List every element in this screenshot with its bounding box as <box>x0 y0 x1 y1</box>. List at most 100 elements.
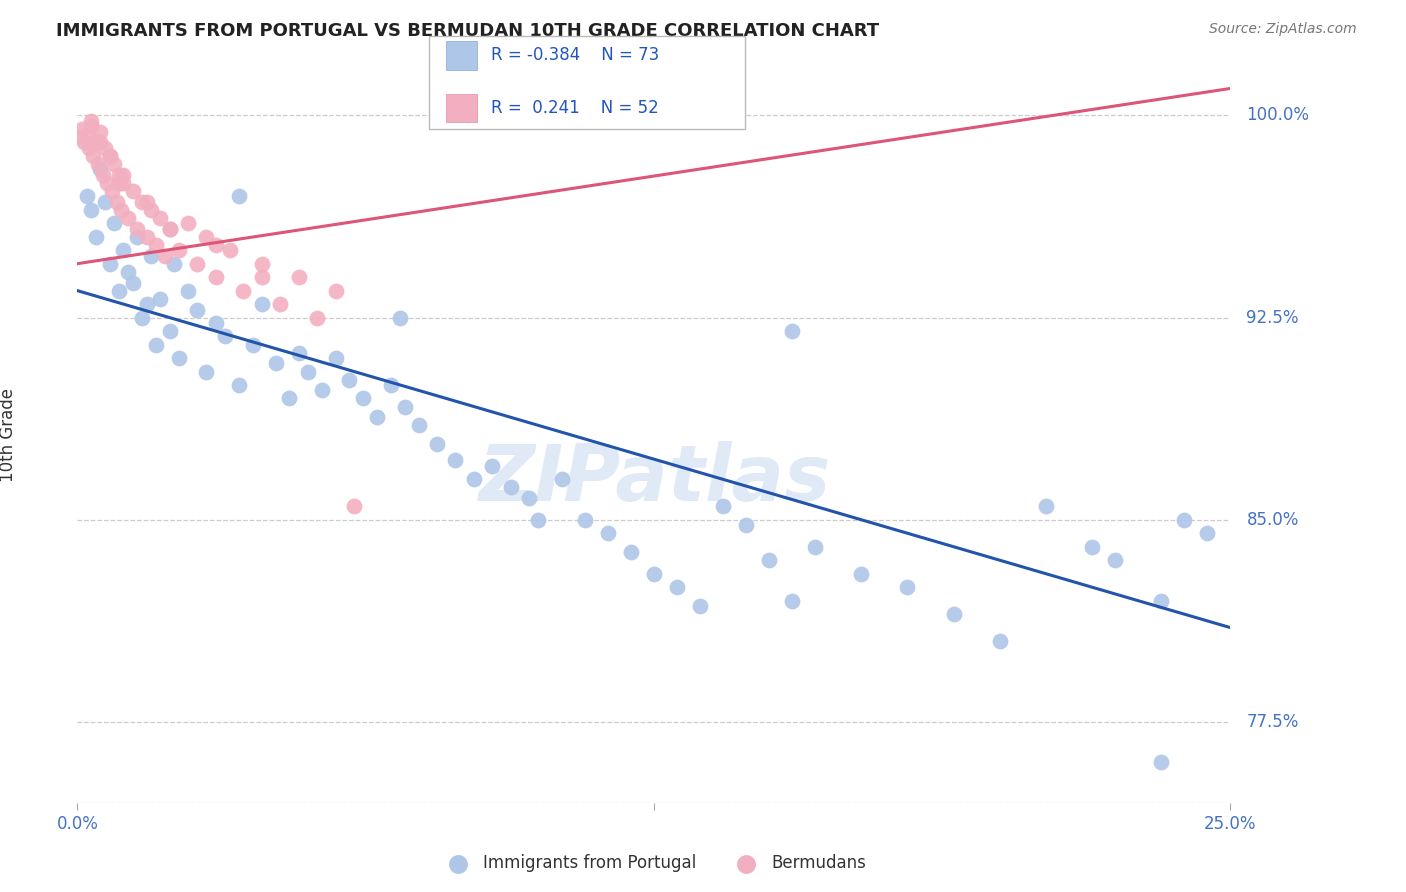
Point <box>711 500 734 514</box>
Point <box>195 229 218 244</box>
Point <box>105 194 128 209</box>
Point <box>204 316 226 330</box>
Point <box>232 284 254 298</box>
Point <box>177 216 200 230</box>
Point <box>139 249 162 263</box>
Point <box>131 194 153 209</box>
Point <box>228 378 250 392</box>
Point <box>70 122 93 136</box>
Text: Source: ZipAtlas.com: Source: ZipAtlas.com <box>1209 22 1357 37</box>
Point <box>1197 526 1219 541</box>
Point <box>389 310 412 325</box>
Legend: Immigrants from Portugal, Bermudans: Immigrants from Portugal, Bermudans <box>434 847 873 880</box>
Text: 100.0%: 100.0% <box>1246 106 1309 124</box>
Point <box>112 176 135 190</box>
Point <box>643 566 665 581</box>
Point <box>103 216 125 230</box>
Point <box>527 513 550 527</box>
Point <box>135 229 157 244</box>
Point <box>117 265 139 279</box>
Point <box>228 189 250 203</box>
Point <box>149 211 172 225</box>
Text: IMMIGRANTS FROM PORTUGAL VS BERMUDAN 10TH GRADE CORRELATION CHART: IMMIGRANTS FROM PORTUGAL VS BERMUDAN 10T… <box>56 22 879 40</box>
Point <box>84 229 107 244</box>
Point <box>91 168 114 182</box>
Point <box>112 168 135 182</box>
Point <box>366 410 388 425</box>
Point <box>287 345 309 359</box>
Point <box>80 202 103 217</box>
Point <box>307 310 329 325</box>
Point <box>89 125 111 139</box>
Point <box>159 221 181 235</box>
Point <box>84 136 107 150</box>
Point <box>87 157 110 171</box>
Point <box>177 284 200 298</box>
Point <box>250 270 273 285</box>
Point <box>1035 500 1057 514</box>
Point <box>121 184 143 198</box>
Point <box>163 257 186 271</box>
Point <box>167 351 190 365</box>
Point <box>550 472 572 486</box>
Point <box>517 491 540 506</box>
Point <box>110 202 132 217</box>
Point <box>689 599 711 613</box>
Point <box>596 526 619 541</box>
Point <box>758 553 780 567</box>
Point <box>620 545 643 559</box>
Point <box>499 480 522 494</box>
Point <box>108 284 131 298</box>
Text: 10th Grade: 10th Grade <box>0 388 17 482</box>
Point <box>1104 553 1126 567</box>
Point <box>159 324 181 338</box>
Point <box>204 270 226 285</box>
Text: R =  0.241    N = 52: R = 0.241 N = 52 <box>491 99 658 117</box>
Point <box>250 257 273 271</box>
Point <box>896 580 918 594</box>
Point <box>103 157 125 171</box>
Point <box>117 211 139 225</box>
Point <box>408 418 430 433</box>
Point <box>269 297 291 311</box>
Point <box>135 194 157 209</box>
Point <box>89 162 111 177</box>
Point <box>250 297 273 311</box>
Point <box>1081 540 1104 554</box>
Point <box>89 136 111 150</box>
Point <box>426 437 449 451</box>
Point <box>145 337 167 351</box>
Point <box>780 324 803 338</box>
Point <box>135 297 157 311</box>
Point <box>735 518 758 533</box>
Point <box>325 351 347 365</box>
Point <box>804 540 827 554</box>
Point <box>145 237 167 252</box>
Point <box>665 580 688 594</box>
Point <box>218 243 240 257</box>
Point <box>942 607 965 621</box>
Point <box>94 194 117 209</box>
Point <box>139 202 162 217</box>
Point <box>325 284 347 298</box>
Point <box>96 176 118 190</box>
Point <box>159 221 181 235</box>
Point <box>214 329 236 343</box>
Point <box>311 384 333 398</box>
Point <box>77 141 100 155</box>
Point <box>352 392 374 406</box>
Point <box>80 113 103 128</box>
Point <box>76 128 98 142</box>
Text: ZIPatlas: ZIPatlas <box>478 441 830 517</box>
Point <box>242 337 264 351</box>
Point <box>101 184 124 198</box>
Point <box>108 176 131 190</box>
Point <box>780 593 803 607</box>
Point <box>278 392 301 406</box>
Point <box>988 634 1011 648</box>
Point <box>574 513 596 527</box>
Point <box>69 130 91 145</box>
Point <box>98 149 121 163</box>
Point <box>153 249 176 263</box>
Point <box>94 141 117 155</box>
